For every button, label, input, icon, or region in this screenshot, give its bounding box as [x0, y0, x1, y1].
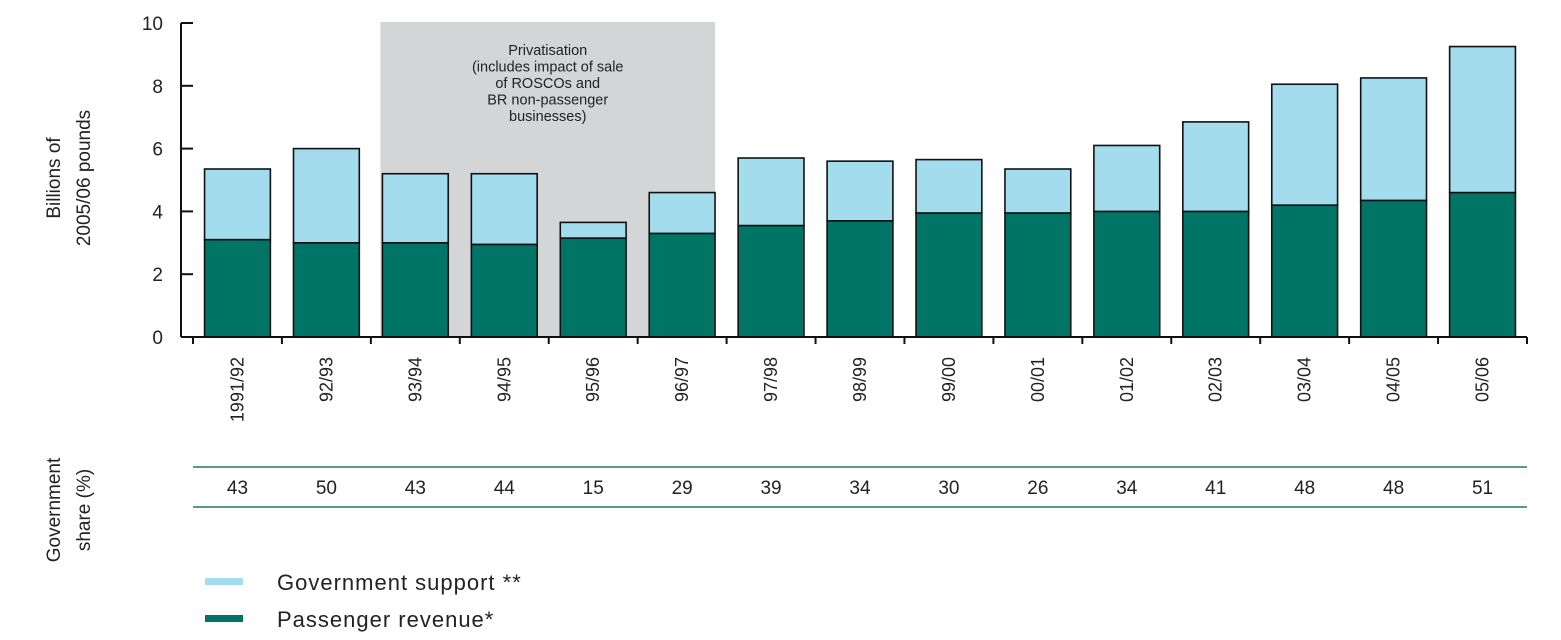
- bar-government-support: [737, 157, 805, 227]
- government-share-label: Government share (%): [44, 457, 95, 562]
- x-category-label: 92/93: [316, 357, 336, 402]
- bar-government-support: [1448, 45, 1517, 194]
- bar-passenger-revenue: [292, 242, 361, 338]
- bar-passenger-revenue: [470, 243, 538, 338]
- bar-government-support: [559, 221, 627, 239]
- legend-label-passenger-revenue: Passenger revenue*: [277, 607, 494, 632]
- y-tick-labels: 0 2 4 6 8 10: [142, 14, 164, 349]
- government-share-value: 30: [938, 478, 959, 499]
- y-tick-label: 8: [152, 77, 163, 98]
- bar-government-support: [826, 160, 894, 222]
- legend-label-government-support: Government support **: [277, 570, 522, 595]
- government-share-value: 43: [405, 478, 426, 499]
- x-category-label: 00/01: [1028, 357, 1048, 402]
- x-category-labels: 1991/92 92/93 93/94 94/95 95/96 96/97 97/98 98/…: [227, 357, 1492, 422]
- bar-government-support: [1359, 77, 1428, 202]
- bar-government-support: [648, 191, 716, 235]
- government-share-value: 34: [1116, 478, 1138, 499]
- annotation-line-2: (includes impact of sale: [472, 60, 624, 76]
- x-category-label: 04/05: [1384, 357, 1404, 402]
- bar-passenger-revenue: [1004, 212, 1072, 338]
- bar-passenger-revenue: [559, 237, 627, 338]
- bar-government-support: [1004, 168, 1072, 214]
- bar-passenger-revenue: [1182, 210, 1250, 338]
- share-label-line-2: share (%): [74, 469, 95, 551]
- bar-government-support: [1182, 121, 1250, 213]
- government-share-value: 34: [849, 478, 871, 499]
- y-tick-label: 0: [152, 328, 163, 349]
- y-tick-label: 2: [152, 265, 163, 286]
- x-category-label: 03/04: [1295, 357, 1315, 402]
- bar-passenger-revenue: [826, 220, 894, 338]
- government-share-value: 39: [760, 478, 781, 499]
- legend: Government support ** Passenger revenue*: [205, 570, 522, 632]
- x-category-label: 02/03: [1206, 357, 1226, 402]
- x-category-label: 99/00: [939, 357, 959, 402]
- y-tick-label: 6: [152, 140, 163, 161]
- government-share-value: 48: [1383, 478, 1404, 499]
- bar-government-support: [292, 147, 361, 244]
- axes-group: [180, 22, 1528, 344]
- government-share-value: 29: [672, 478, 693, 499]
- government-share-value: 26: [1027, 478, 1048, 499]
- government-share-value: 15: [583, 478, 604, 499]
- government-share-value: 50: [316, 478, 337, 499]
- y-axis-label-line-2: 2005/06 pounds: [74, 110, 95, 246]
- legend-swatch-passenger-revenue: [205, 615, 243, 622]
- bar-government-support: [470, 172, 538, 246]
- government-share-values: 43 50 43 44 15 29 39 34 30 26 34 41 48 48 51: [227, 478, 1493, 499]
- y-axis-label-line-1: Billions of: [44, 137, 65, 219]
- x-category-label: 01/02: [1117, 357, 1137, 402]
- bar-passenger-revenue: [1093, 210, 1161, 338]
- x-category-label: 1991/92: [227, 357, 247, 422]
- bars-group: [203, 45, 1517, 338]
- annotation-line-5: businesses): [509, 109, 586, 125]
- bar-passenger-revenue: [737, 224, 805, 338]
- x-category-label: 93/94: [405, 357, 425, 402]
- annotation-line-3: of ROSCOs and: [495, 76, 600, 92]
- bar-passenger-revenue: [203, 238, 272, 338]
- government-share-value: 41: [1205, 478, 1226, 499]
- x-category-label: 05/06: [1473, 357, 1493, 402]
- annotation-line-4: BR non-passenger: [487, 93, 608, 109]
- bar-passenger-revenue: [648, 232, 716, 338]
- bar-passenger-revenue: [381, 242, 450, 338]
- government-share-value: 44: [494, 478, 516, 499]
- bar-passenger-revenue: [1270, 204, 1339, 338]
- y-tick-label: 10: [142, 14, 163, 35]
- bar-passenger-revenue: [1448, 191, 1517, 338]
- annotation-line-1: Privatisation: [508, 43, 587, 59]
- share-label-line-1: Government: [44, 457, 65, 562]
- bar-passenger-revenue: [1359, 199, 1428, 338]
- government-share-value: 51: [1472, 478, 1493, 499]
- government-share-value: 43: [227, 478, 248, 499]
- x-category-label: 95/96: [583, 357, 603, 402]
- legend-swatch-government-support: [205, 578, 243, 585]
- x-category-label: 98/99: [850, 357, 870, 402]
- x-category-label: 94/95: [494, 357, 514, 402]
- x-category-label: 97/98: [761, 357, 781, 402]
- bar-government-support: [381, 172, 450, 244]
- bar-passenger-revenue: [915, 212, 983, 338]
- y-tick-label: 4: [152, 202, 163, 223]
- government-share-value: 48: [1294, 478, 1315, 499]
- bar-government-support: [203, 168, 272, 241]
- bar-government-support: [1093, 144, 1161, 213]
- bar-government-support: [915, 158, 983, 214]
- x-category-label: 96/97: [672, 357, 692, 402]
- y-axis-label: Billions of 2005/06 pounds: [44, 110, 95, 246]
- bar-government-support: [1270, 83, 1339, 206]
